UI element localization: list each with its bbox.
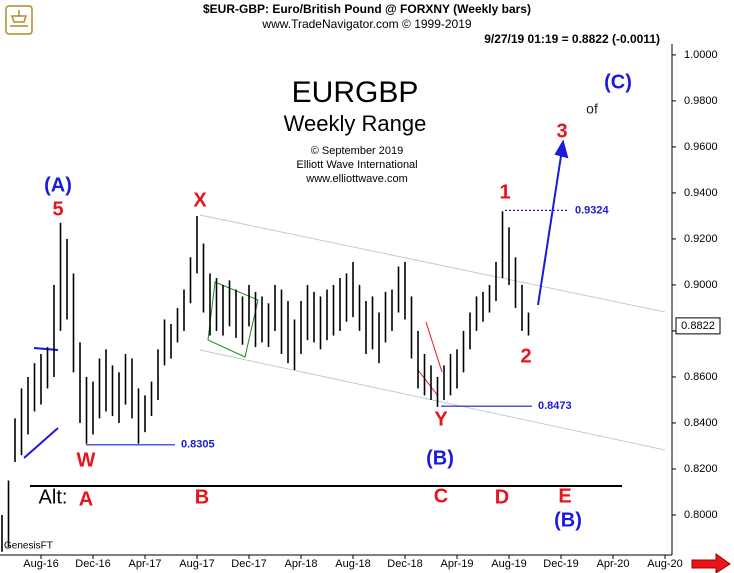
y-tick-label: 1.0000	[684, 49, 718, 61]
y-tick-label: 0.8600	[684, 371, 718, 383]
x-tick-label: Dec-16	[75, 558, 110, 570]
y-tick-label: 0.9400	[684, 187, 718, 199]
level-label: 0.8473	[538, 400, 572, 412]
last-price-box	[675, 317, 721, 335]
y-tick-label: 0.9200	[684, 233, 718, 245]
x-tick-label: Dec-18	[387, 558, 422, 570]
source: www.TradeNavigator.com © 1999-2019	[261, 17, 471, 31]
y-tick-label: 0.8200	[684, 463, 718, 475]
wave-label: X	[193, 189, 207, 211]
alt-label: E	[558, 485, 571, 507]
x-tick-label: Apr-19	[440, 558, 473, 570]
alt-label: A	[79, 488, 93, 510]
x-tick-label: Apr-17	[128, 558, 161, 570]
alt-label: Alt:	[39, 486, 68, 508]
wave-label: Y	[434, 408, 448, 430]
last-price-label: 0.8822	[681, 320, 715, 332]
x-tick-label: Apr-20	[596, 558, 629, 570]
y-tick-label: 0.9800	[684, 95, 718, 107]
wave-label: 1	[499, 181, 510, 203]
credit: Elliott Wave International	[296, 159, 417, 171]
chart-title: EURGBP	[292, 76, 419, 109]
x-tick-label: Apr-18	[284, 558, 317, 570]
wave-label: (C)	[604, 71, 632, 93]
x-tick-label: Aug-19	[491, 558, 526, 570]
triangle	[207, 281, 259, 358]
x-tick-label: Aug-20	[647, 558, 682, 570]
x-tick-label: Dec-19	[543, 558, 578, 570]
y-tick-label: 0.9000	[684, 279, 718, 291]
nav-arrow	[691, 553, 731, 573]
alt-label: D	[495, 486, 509, 508]
credit: © September 2019	[311, 145, 404, 157]
footer: GenesisFT	[4, 541, 53, 552]
chart-subtitle: Weekly Range	[284, 111, 427, 136]
wave-label: of	[586, 101, 598, 117]
wave-label: 5	[52, 198, 63, 220]
quote: 9/27/19 01:19 = 0.8822 (-0.0011)	[484, 32, 660, 46]
alt-label: B	[195, 486, 209, 508]
wave-label: W	[77, 449, 96, 471]
channel	[199, 214, 666, 451]
wave-label: (A)	[44, 174, 72, 196]
x-tick-label: Aug-18	[335, 558, 370, 570]
y-tick-label: 0.8000	[684, 509, 718, 521]
x-tick-label: Dec-17	[231, 558, 266, 570]
wave-label: (B)	[426, 447, 454, 469]
x-tick-label: Aug-17	[179, 558, 214, 570]
level-label: 0.8305	[181, 439, 215, 451]
x-tick-label: Aug-16	[23, 558, 58, 570]
level-label: 0.9324	[575, 204, 610, 216]
y-tick-label: 0.8400	[684, 417, 718, 429]
wave-c-lines	[417, 321, 443, 397]
alt-label: C	[434, 485, 448, 507]
logo	[5, 5, 33, 35]
wave-label: 2	[520, 345, 531, 367]
wave-label: 3	[556, 120, 567, 142]
credit: www.elliottwave.com	[305, 173, 407, 185]
y-tick-label: 0.9600	[684, 141, 718, 153]
header: $EUR-GBP: Euro/British Pound @ FORXNY (W…	[203, 2, 531, 16]
wave-label: (B)	[554, 509, 582, 531]
